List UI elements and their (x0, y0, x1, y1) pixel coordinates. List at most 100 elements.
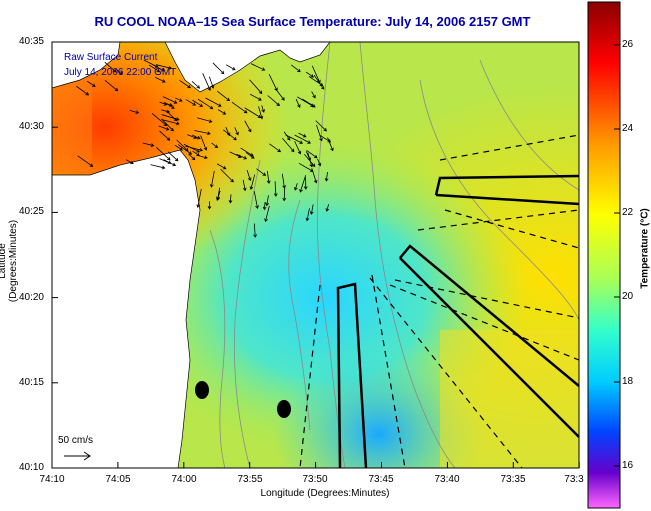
current-vector (250, 63, 266, 71)
current-vector (305, 208, 310, 222)
colorbar-tick-label: 22 (622, 207, 634, 218)
track-box-south (336, 282, 368, 469)
transect-3 (417, 209, 580, 231)
bathymetry-contours (209, 42, 579, 468)
current-vector (231, 101, 248, 114)
current-vector (316, 124, 323, 142)
station-marker-east (277, 400, 291, 418)
current-vector (125, 159, 134, 165)
current-vector (249, 174, 256, 190)
current-vector (217, 109, 227, 115)
transect-2 (444, 209, 580, 249)
current-vector (275, 88, 285, 101)
current-vector (315, 120, 327, 132)
current-vector (196, 117, 213, 123)
colorbar-tick-label: 18 (622, 376, 634, 387)
current-vector (281, 173, 286, 189)
current-vector (253, 191, 259, 209)
y-tick-label: 40:10 (18, 462, 44, 473)
current-vector (188, 153, 196, 161)
current-vector (212, 62, 225, 75)
current-vector (295, 98, 301, 109)
x-tick-label: 73:50 (302, 474, 328, 485)
current-vector (174, 144, 183, 151)
current-vector (155, 146, 171, 161)
y-tick-label: 40:35 (18, 36, 44, 47)
current-vector (327, 137, 334, 152)
current-vector (76, 85, 90, 96)
current-vector (273, 181, 278, 197)
current-vector (261, 105, 265, 113)
current-vector (196, 188, 202, 208)
current-vector (183, 143, 200, 153)
current-vector (166, 103, 175, 109)
current-vector (265, 195, 270, 207)
current-vector (104, 79, 119, 92)
colorbar-tick-label: 26 (622, 39, 634, 50)
current-vector (226, 64, 236, 71)
station-marker-west (195, 381, 209, 399)
scale-arrow (64, 451, 91, 461)
current-vector (161, 118, 174, 132)
current-vector (262, 201, 267, 211)
dashed-transects (299, 134, 580, 469)
current-vector (225, 127, 231, 137)
transect-4 (394, 279, 580, 319)
current-vector (242, 179, 247, 192)
current-vector (297, 96, 315, 107)
current-vector (298, 132, 307, 138)
x-tick-label: 74:10 (39, 474, 65, 485)
current-vector (87, 80, 96, 87)
transect-6 (389, 284, 580, 361)
colorbar (587, 1, 621, 509)
x-tick-label: 73:35 (500, 474, 526, 485)
transect-7 (299, 284, 321, 469)
current-vector (152, 64, 165, 72)
current-vector (148, 64, 161, 72)
current-vector (191, 80, 201, 89)
current-vector (250, 93, 262, 101)
x-tick-label: 74:00 (171, 474, 197, 485)
y-tick-label: 40:30 (18, 121, 44, 132)
y-tick-label: 40:15 (18, 377, 44, 388)
map-title: RU COOL NOAA–15 Sea Surface Temperature:… (94, 14, 531, 29)
current-vector (159, 130, 171, 141)
current-vector (161, 119, 180, 126)
land-sandy-hook (164, 41, 331, 93)
legend-date: July 14, 2006 22:00 GMT (64, 67, 177, 78)
colorbar-tick-label: 16 (622, 460, 634, 471)
current-vector (311, 91, 316, 99)
current-vector (285, 134, 304, 144)
current-vector (211, 142, 219, 148)
current-vector (298, 162, 314, 172)
current-vector (240, 147, 254, 157)
current-vector (282, 137, 295, 153)
current-vector (129, 109, 140, 114)
current-vector (200, 135, 208, 151)
current-vector (305, 151, 311, 162)
transect-1 (439, 134, 580, 161)
current-vector (267, 95, 280, 107)
current-vector (283, 131, 291, 141)
current-vector (319, 134, 332, 143)
current-vector (176, 139, 189, 152)
current-vector (256, 168, 267, 176)
current-vector (245, 152, 255, 159)
current-vector (299, 175, 307, 193)
current-vector (175, 97, 183, 102)
current-vector (253, 223, 257, 238)
y-axis-label: Latitude (Degrees:Minutes) (0, 219, 19, 303)
current-vector (264, 205, 270, 223)
current-vector (159, 158, 177, 167)
current-vector (167, 151, 179, 162)
current-vector (191, 134, 201, 140)
current-vector (216, 163, 227, 170)
current-vector (282, 186, 287, 202)
track-box-east (399, 244, 580, 438)
x-tick-label: 73:55 (237, 474, 263, 485)
current-vector (192, 99, 204, 107)
current-vector (115, 68, 123, 76)
current-vector (317, 158, 322, 167)
current-vector (294, 141, 302, 155)
y-tick-label: 40:20 (18, 292, 44, 303)
